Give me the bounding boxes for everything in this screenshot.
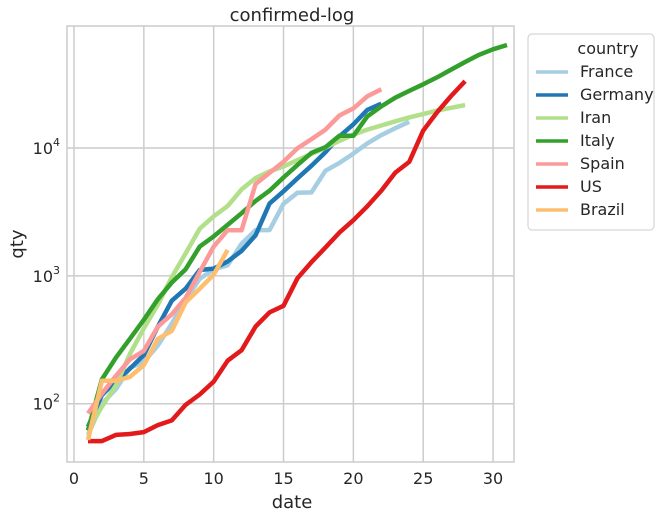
x-tick-label: 30	[483, 469, 503, 488]
y-tick-exponent: 3	[53, 264, 60, 277]
legend-frame	[527, 33, 655, 231]
y-tick-exponent: 4	[53, 136, 60, 149]
legend-title: country	[577, 39, 638, 58]
legend-label-france: France	[580, 62, 633, 81]
y-tick-base: 10	[33, 395, 53, 414]
x-tick-label: 25	[413, 469, 433, 488]
grid-lines	[67, 26, 514, 462]
plot-frame	[66, 25, 515, 463]
x-axis-label: date	[272, 492, 313, 513]
series-line-spain	[86, 87, 383, 415]
x-tick-label: 20	[343, 469, 363, 488]
series-line-us	[88, 79, 467, 444]
series-line-italy	[85, 42, 508, 431]
series-line-germany	[85, 101, 383, 428]
y-tick-label: 104	[33, 136, 60, 158]
legend-label-italy: Italy	[580, 131, 615, 150]
x-tick-label: 10	[203, 469, 223, 488]
legend-label-spain: Spain	[580, 154, 625, 173]
legend: country France Germany Iran Italy Spain US Bra…	[527, 33, 655, 231]
y-tick-exponent: 2	[53, 392, 60, 405]
x-tick-labels: 0 5 10 15 20 25 30	[69, 469, 503, 488]
chart-title: confirmed-log	[230, 5, 355, 26]
y-tick-base: 10	[33, 267, 53, 286]
legend-label-brazil: Brazil	[580, 200, 625, 219]
plot-area	[66, 25, 515, 463]
series-lines	[85, 42, 508, 444]
y-tick-label: 102	[33, 392, 60, 414]
legend-label-iran: Iran	[580, 108, 611, 127]
x-tick-label: 0	[69, 469, 79, 488]
series-line-brazil	[85, 248, 230, 441]
y-axis-label: qty	[7, 229, 28, 258]
legend-items: France Germany Iran Italy Spain US Brazil	[536, 62, 654, 219]
legend-label-germany: Germany	[580, 85, 654, 104]
legend-label-us: US	[580, 177, 602, 196]
y-tick-label: 103	[33, 264, 60, 286]
x-tick-label: 5	[139, 469, 149, 488]
x-tick-label: 15	[273, 469, 293, 488]
series-line-france	[85, 119, 411, 436]
y-tick-base: 10	[33, 139, 53, 158]
